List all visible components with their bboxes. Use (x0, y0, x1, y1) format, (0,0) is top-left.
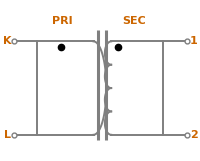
Text: 1: 1 (190, 36, 197, 46)
Text: SEC: SEC (122, 16, 146, 26)
Text: 2: 2 (190, 130, 197, 140)
Text: L: L (4, 130, 11, 140)
Text: K: K (3, 36, 11, 46)
Text: PRI: PRI (52, 16, 72, 26)
